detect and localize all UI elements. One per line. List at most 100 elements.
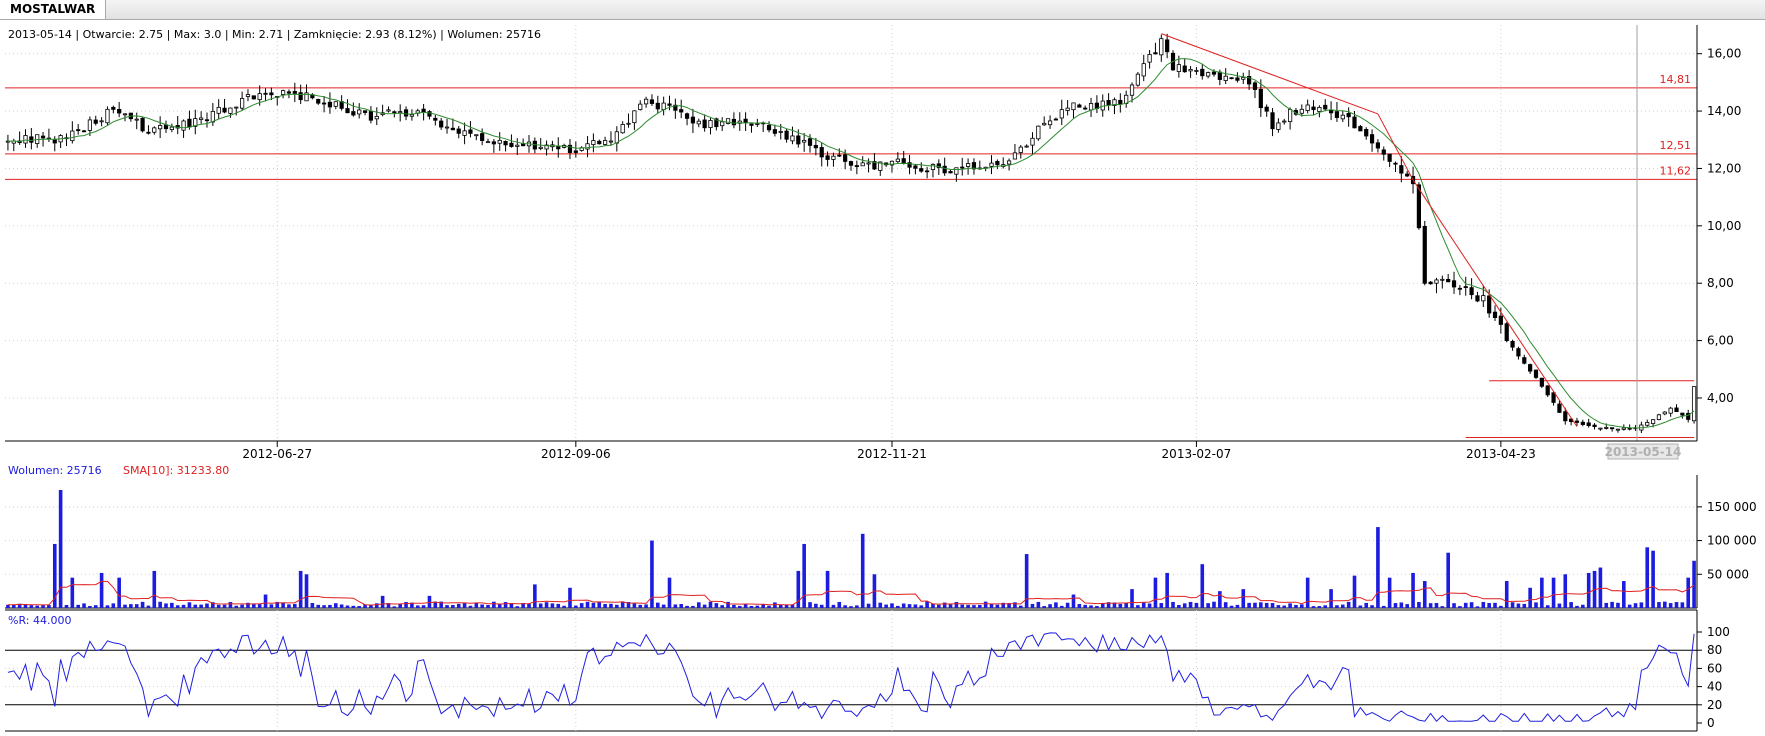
candle-body: [1182, 65, 1187, 73]
volume-bar: [919, 605, 924, 608]
volume-bar: [99, 572, 104, 608]
candle-body: [497, 139, 502, 144]
volume-bar: [866, 603, 871, 608]
candle-body: [1276, 122, 1281, 130]
volume-bar: [1463, 602, 1468, 608]
volume-bar: [591, 602, 596, 608]
volume-bar: [310, 603, 315, 608]
candle-body: [837, 154, 842, 157]
tab-mostalwar[interactable]: MOSTALWAR: [0, 0, 107, 19]
price-panel[interactable]: 14,81 12,51 11,62 2013-05-14 | Otwarcie: 2…: [5, 25, 1741, 461]
volume-bar: [1446, 552, 1450, 608]
volume-bar: [1253, 602, 1257, 608]
volume-bar: [1393, 603, 1398, 608]
volume-bar: [1499, 605, 1503, 608]
volume-bar: [298, 570, 303, 608]
candle-body: [269, 92, 274, 96]
volume-bar: [451, 604, 455, 608]
volume-y-ticks: 150 000 100 000 50 000: [1697, 500, 1757, 581]
volume-bar: [954, 602, 959, 608]
volume-y-tick-label: 150 000: [1707, 500, 1757, 514]
candle-body: [421, 108, 426, 113]
candle-body: [480, 133, 485, 141]
volume-bar: [1422, 581, 1427, 608]
candle-body: [321, 102, 327, 105]
volume-bar: [1218, 591, 1222, 608]
candle-body: [743, 118, 748, 123]
volume-bar: [170, 602, 174, 608]
volume-bar: [29, 605, 34, 608]
volume-bar: [937, 604, 941, 608]
candle-body: [1153, 52, 1158, 55]
candle-body: [1206, 72, 1211, 77]
candle-body: [122, 113, 128, 116]
volume-bar: [11, 604, 16, 608]
volume-bar: [1376, 527, 1380, 608]
volume-bar: [1042, 606, 1047, 608]
candle-body: [216, 106, 221, 114]
candle-body: [181, 120, 186, 131]
candle-body: [1323, 104, 1328, 110]
volume-bar: [1276, 605, 1281, 608]
candle-body: [626, 122, 631, 125]
candle-body: [1375, 142, 1381, 149]
volume-bar: [960, 604, 965, 608]
candle-body: [749, 123, 754, 126]
volume-bar: [907, 604, 912, 608]
volume-bars[interactable]: [6, 490, 1696, 608]
volume-bar: [246, 602, 250, 608]
volume-bar: [1194, 602, 1199, 608]
volume-bar: [814, 603, 818, 608]
stock-chart[interactable]: 14,81 12,51 11,62 2013-05-14 | Otwarcie: 2…: [0, 20, 1765, 736]
candle-body: [1428, 281, 1433, 285]
volume-bar: [193, 604, 198, 608]
volume-bar: [1662, 601, 1667, 608]
volume-panel[interactable]: Wolumen: 25716 SMA[10]: 31233.80 150 000…: [5, 464, 1757, 609]
volume-bar: [579, 603, 584, 608]
candle-body: [1042, 122, 1047, 126]
volume-bar: [1013, 602, 1017, 608]
volume-bar: [638, 604, 643, 608]
candle-body: [1504, 323, 1509, 342]
volume-bar: [1147, 603, 1152, 608]
volume-bar: [316, 604, 321, 608]
williams-y-tick-label: 40: [1707, 680, 1722, 694]
volume-bar: [890, 603, 894, 608]
volume-bar: [1569, 602, 1573, 608]
volume-bar: [1551, 577, 1556, 608]
price-y-tick-label: 16,00: [1707, 47, 1741, 61]
candle-body: [304, 92, 309, 102]
volume-bar: [1048, 604, 1052, 608]
volume-bar: [357, 606, 362, 608]
volume-bar: [603, 603, 607, 608]
candle-body: [357, 109, 362, 115]
williams-panel[interactable]: %R: 44.000 100 80 60 40 20 0: [5, 609, 1730, 732]
candle-body: [796, 135, 801, 145]
volume-bar: [650, 540, 654, 608]
volume-bar: [363, 604, 367, 608]
volume-bar: [1610, 601, 1614, 608]
volume-bar: [1604, 602, 1609, 608]
volume-bar: [1071, 594, 1076, 608]
volume-bar: [655, 602, 660, 608]
volume-bar: [1364, 602, 1369, 608]
candle-body: [1264, 106, 1269, 112]
volume-bar: [1668, 603, 1673, 608]
volume-bar: [1639, 602, 1644, 608]
candle-body: [684, 113, 690, 119]
williams-y-ticks: 100 80 60 40 20 0: [1697, 625, 1730, 730]
candle-body: [368, 111, 374, 121]
candle-body: [919, 168, 924, 172]
candle-body: [351, 111, 356, 116]
candle-body: [81, 130, 87, 133]
candle-body: [638, 103, 643, 110]
candle-body: [1451, 280, 1457, 288]
volume-bar: [1540, 577, 1544, 608]
volume-bar: [64, 605, 69, 608]
candle-body: [1106, 100, 1111, 106]
candle-body: [954, 167, 959, 175]
candle-body: [813, 144, 818, 149]
price-x-ticks: 2012-06-27 2012-09-06 2012-11-21 2013-02-07…: [242, 441, 1536, 461]
cursor-date-label: 2013-05-14: [1605, 445, 1682, 459]
volume-bar: [860, 533, 865, 608]
